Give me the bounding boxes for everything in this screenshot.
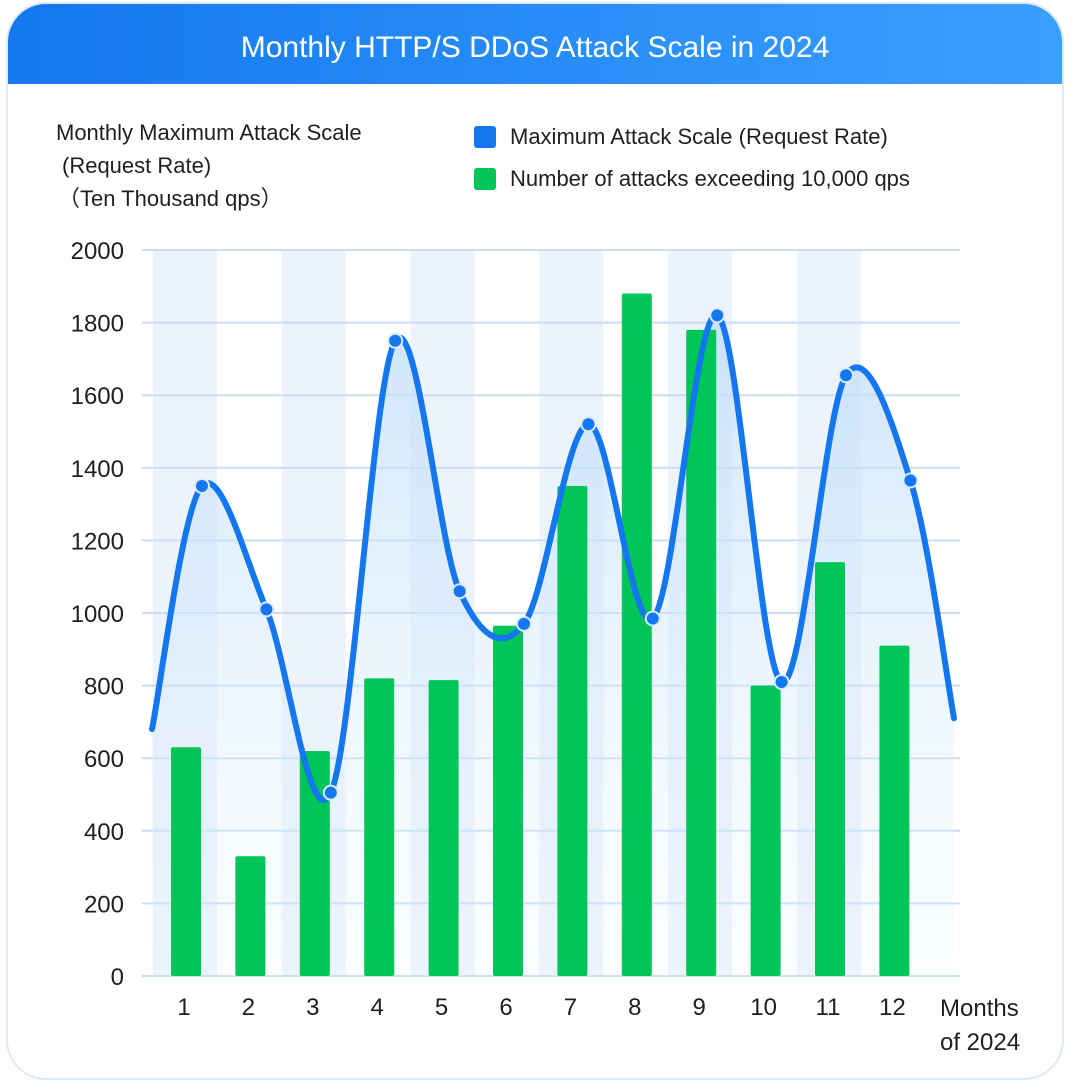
line-point-month-5: [451, 583, 468, 600]
bar-month-5: [428, 680, 459, 976]
bar-month-2: [235, 856, 266, 976]
y-axis-title-line-3: （Ten Thousand qps）: [58, 186, 283, 211]
y-tick-label-400: 400: [84, 819, 124, 846]
bar-month-3: [299, 750, 330, 976]
x-tick-label-6: 6: [499, 994, 512, 1021]
line-point-month-11: [838, 367, 854, 384]
x-tick-label-4: 4: [371, 994, 384, 1021]
series-line-max-attack-scale: [149, 312, 957, 803]
bar-month-4: [364, 678, 395, 976]
y-tick-label-1200: 1200: [71, 528, 124, 555]
y-tick-label-1600: 1600: [71, 383, 124, 410]
bar-month-10: [750, 685, 781, 976]
y-tick-label-1800: 1800: [71, 311, 124, 338]
line-point-month-10: [773, 673, 790, 690]
bar-month-11: [815, 562, 845, 976]
bar-month-8: [621, 293, 652, 976]
x-tick-label-3: 3: [306, 994, 319, 1021]
bar-month-1: [171, 747, 201, 976]
x-tick-label-8: 8: [628, 994, 641, 1021]
bar-month-7: [557, 485, 588, 976]
x-tick-label-7: 7: [564, 994, 577, 1021]
legend-item-line[interactable]: Maximum Attack Scale (Request Rate): [474, 116, 910, 158]
x-tick-label-9: 9: [693, 994, 706, 1021]
bar-month-6: [493, 625, 523, 976]
y-tick-label-800: 800: [84, 674, 124, 701]
x-tick-label-1: 1: [177, 994, 190, 1021]
x-tick-label-5: 5: [435, 994, 448, 1021]
line-point-month-8: [644, 610, 661, 627]
x-tick-label-2: 2: [242, 994, 255, 1021]
line-point-month-6: [516, 615, 532, 632]
y-axis-title-line-1: Monthly Maximum Attack Scale: [56, 120, 362, 145]
line-point-month-2: [258, 601, 275, 618]
x-axis-unit: Months of 2024: [940, 992, 1020, 1060]
bar-month-9: [686, 329, 717, 976]
line-point-month-1: [194, 477, 210, 494]
y-tick-label-1400: 1400: [71, 456, 124, 483]
x-tick-label-10: 10: [750, 994, 777, 1021]
line-point-month-9: [709, 307, 726, 324]
legend-item-bars[interactable]: Number of attacks exceeding 10,000 qps: [474, 158, 910, 200]
bar-month-12: [879, 645, 910, 976]
legend-swatch-line: [474, 126, 496, 148]
line-point-month-7: [580, 416, 597, 433]
legend-label-line: Maximum Attack Scale (Request Rate): [510, 124, 888, 149]
line-point-month-4: [387, 332, 404, 349]
y-tick-label-600: 600: [84, 746, 124, 773]
x-tick-label-11: 11: [816, 994, 841, 1021]
x-axis-unit-line-1: Months: [940, 995, 1019, 1022]
x-axis-unit-line-2: of 2024: [940, 1029, 1021, 1056]
y-tick-label-0: 0: [111, 964, 124, 991]
legend-swatch-bars: [474, 168, 496, 190]
y-tick-label-1000: 1000: [71, 601, 124, 628]
y-tick-label-200: 200: [84, 891, 124, 918]
y-axis-title-line-2: (Request Rate): [62, 153, 212, 178]
line-point-month-3: [322, 784, 339, 801]
x-tick-label-12: 12: [879, 994, 906, 1021]
legend-label-bars: Number of attacks exceeding 10,000 qps: [510, 166, 910, 191]
legend: Maximum Attack Scale (Request Rate) Numb…: [474, 116, 910, 200]
chart-title: Monthly HTTP/S DDoS Attack Scale in 2024: [8, 4, 1062, 84]
line-point-month-12: [902, 472, 919, 489]
y-axis-title: Monthly Maximum Attack Scale (Request Ra…: [56, 116, 362, 215]
y-tick-label-2000: 2000: [71, 238, 124, 265]
